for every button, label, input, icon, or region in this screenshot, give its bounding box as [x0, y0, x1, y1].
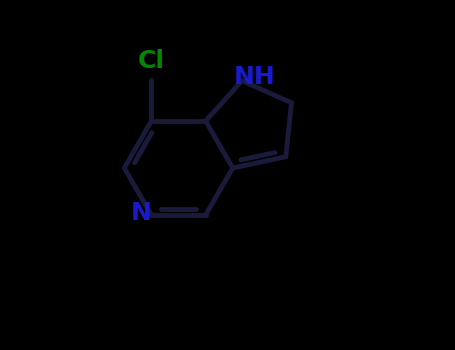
- Text: NH: NH: [233, 65, 275, 89]
- Text: N: N: [131, 201, 152, 225]
- Text: Cl: Cl: [138, 49, 165, 73]
